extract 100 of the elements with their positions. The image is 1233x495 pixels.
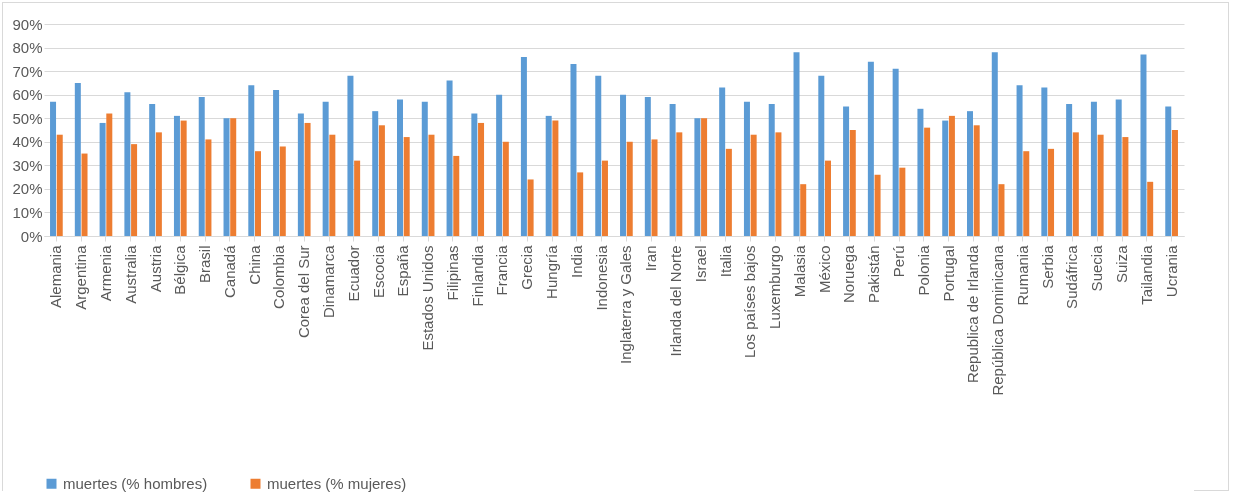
x-tick-label: China — [245, 244, 263, 285]
x-tick-label: Los países bajos — [741, 245, 759, 359]
x-tick-label: Alemania — [47, 244, 65, 309]
bar — [453, 155, 460, 236]
x-tick-label: República Dominicana — [989, 244, 1007, 396]
bar — [1097, 134, 1104, 236]
bar — [502, 141, 509, 236]
y-tick-label: 40% — [12, 133, 43, 151]
bar — [230, 118, 237, 236]
y-tick-label: 0% — [20, 227, 43, 245]
bar — [793, 52, 800, 236]
bar — [99, 122, 106, 236]
bar — [577, 172, 584, 236]
x-tick-label: Suecia — [1088, 244, 1106, 292]
y-tick-label: 10% — [12, 203, 43, 221]
bar — [248, 85, 255, 236]
x-tick-label: Filipinas — [443, 245, 461, 301]
x-tick-label: India — [567, 244, 585, 279]
x-tick-label: España — [394, 244, 412, 297]
bar — [471, 113, 478, 236]
x-tick-label: Hungría — [543, 244, 561, 299]
bar — [998, 184, 1005, 236]
bar — [552, 120, 559, 236]
bar — [973, 125, 980, 236]
bar — [304, 122, 311, 236]
bar — [676, 132, 683, 236]
x-tick-label: Luxemburgo — [766, 245, 784, 329]
bar — [155, 132, 162, 236]
bar — [818, 75, 825, 236]
bar — [867, 61, 874, 236]
bar — [917, 108, 924, 236]
x-tick-label: Francia — [493, 244, 511, 296]
bar — [428, 134, 435, 236]
bar — [322, 101, 329, 236]
bar — [397, 99, 403, 236]
x-tick-label: Israel — [691, 245, 709, 283]
bar — [124, 92, 131, 236]
bar — [768, 104, 775, 236]
bar — [800, 184, 807, 236]
bar — [620, 94, 627, 236]
x-tick-label: Iran — [642, 245, 660, 272]
x-tick-label: Colombia — [270, 244, 288, 309]
bar — [967, 111, 973, 236]
bar — [297, 113, 304, 236]
x-tick-label: Austria — [146, 244, 164, 293]
bar — [180, 120, 187, 236]
bar — [205, 139, 212, 236]
y-tick-label: 50% — [12, 109, 43, 127]
bar — [651, 139, 658, 236]
bar — [198, 97, 205, 236]
bar — [694, 118, 701, 236]
bar — [743, 101, 750, 236]
x-tick-label: Ucrania — [1162, 244, 1180, 298]
bar — [725, 148, 732, 236]
bar — [131, 144, 138, 236]
bar — [948, 115, 955, 236]
x-tick-label: México — [815, 245, 833, 294]
bar — [149, 104, 156, 236]
x-tick-label: Irlanda del Norte — [666, 245, 684, 357]
x-tick-label: Inglaterra y Gales — [617, 245, 635, 364]
bar — [520, 56, 527, 236]
legend-label: muertes (% mujeres) — [267, 474, 407, 492]
bar — [991, 52, 998, 236]
bar — [81, 153, 88, 236]
x-tick-label: Sudáfrica — [1063, 244, 1081, 309]
x-tick-label: Noruega — [840, 244, 858, 304]
bar — [719, 87, 726, 236]
y-tick-label: 60% — [12, 86, 43, 104]
y-tick-label: 30% — [12, 156, 43, 174]
bar — [874, 174, 881, 236]
bar — [50, 101, 57, 236]
bar — [701, 118, 708, 236]
bar — [1140, 54, 1147, 236]
x-tick-label: Argentina — [72, 244, 90, 310]
bar — [1147, 181, 1154, 236]
bar — [255, 151, 261, 236]
x-tick-label: Finlandia — [468, 244, 486, 307]
y-tick-label: 90% — [12, 15, 43, 33]
x-tick-label: Australia — [121, 244, 139, 304]
bar — [849, 130, 856, 236]
x-tick-label: Dinamarca — [320, 244, 337, 319]
bar — [669, 104, 676, 236]
x-tick-label: Pakistán — [865, 245, 883, 304]
bar — [942, 120, 949, 236]
x-tick-label: Ecuador — [344, 245, 362, 302]
bar — [899, 167, 906, 236]
bar — [1023, 151, 1030, 236]
bar — [378, 125, 385, 236]
bar — [403, 137, 410, 236]
x-tick-label: Portugal — [939, 245, 957, 302]
bar — [1041, 87, 1048, 236]
bar — [74, 82, 81, 236]
x-tick-label: Grecia — [518, 244, 536, 290]
x-tick-label: Indonesia — [592, 244, 610, 311]
x-tick-label: Italia — [716, 244, 734, 278]
bar — [626, 141, 633, 236]
x-tick-label: Republica de Irlanda — [964, 244, 982, 384]
bar — [1048, 148, 1055, 236]
bar — [354, 160, 361, 236]
bar — [1066, 104, 1073, 236]
